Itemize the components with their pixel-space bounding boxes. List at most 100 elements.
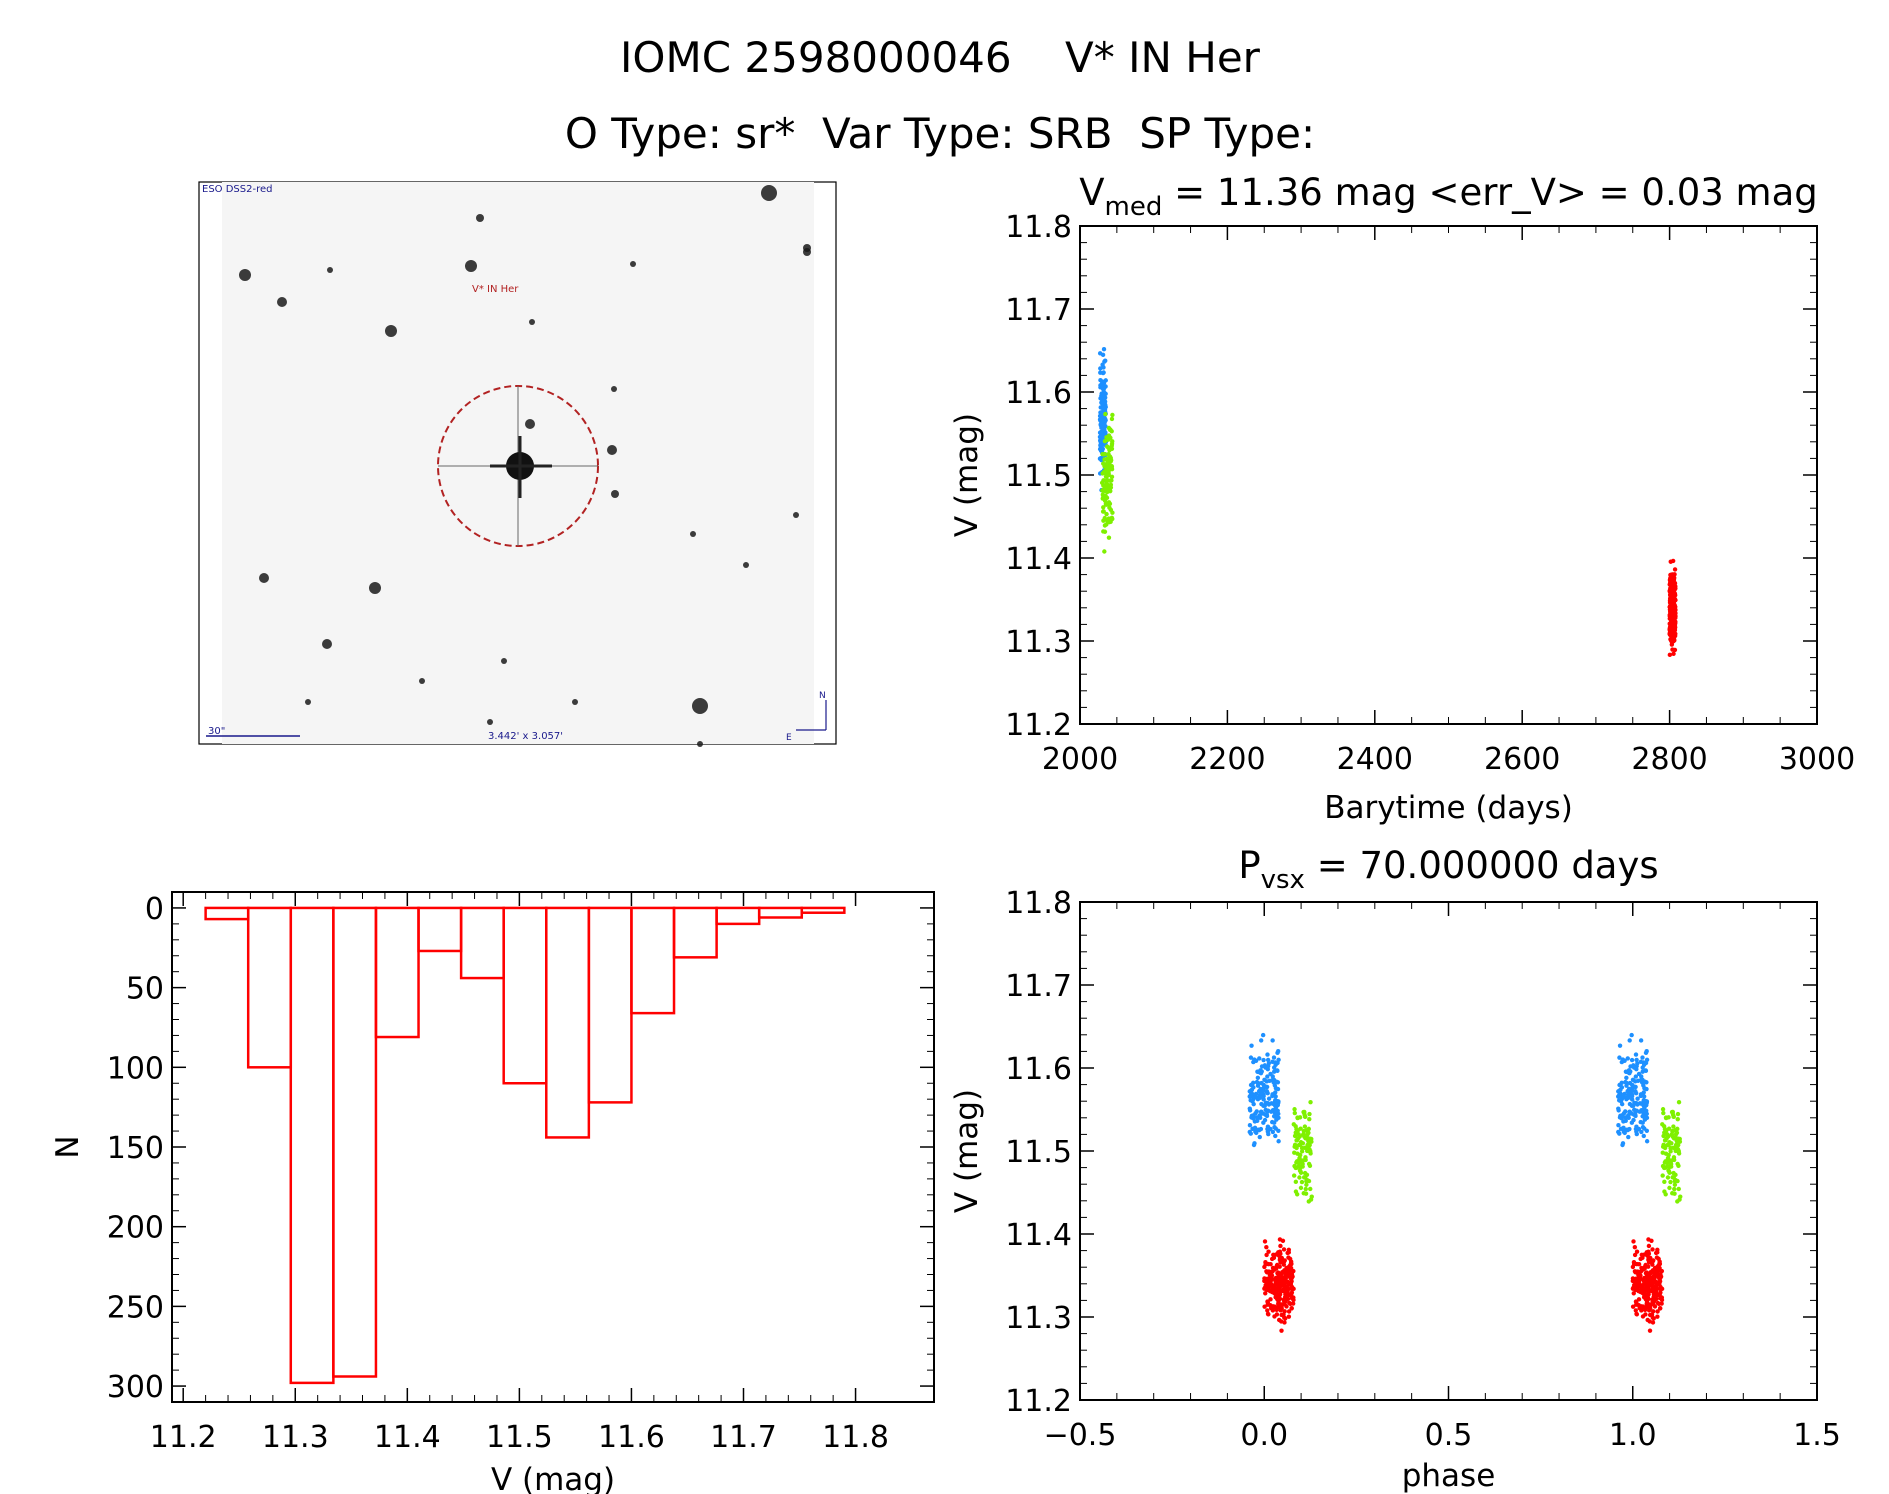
data-point [1657,1276,1662,1282]
data-point [1286,1314,1292,1319]
data-point [1098,370,1103,375]
data-point [1248,1131,1253,1136]
data-point [1659,1286,1665,1292]
data-point [1261,1093,1266,1099]
phase-curve-x-label: phase [1402,1458,1496,1494]
data-point [1106,455,1112,460]
data-point [1103,411,1108,417]
data-point [1109,416,1115,422]
data-point [1273,1094,1278,1099]
data-point [1637,1282,1642,1287]
data-point [1642,1266,1647,1271]
series-green [1099,411,1115,554]
data-point [1276,1049,1281,1054]
x-tick-label: 11.4 [374,1420,441,1455]
data-point [1256,1127,1261,1132]
data-point [1621,1094,1626,1100]
data-point [1286,1309,1292,1314]
data-point [1288,1265,1294,1271]
phase-curve-panel: −0.5 0.0 0.5 1.0 1.5 11.2 11.3 11.4 11.5 11.6 11.7… [949,844,1841,1494]
data-point [1275,1102,1281,1108]
data-point [1292,1142,1298,1148]
data-point [1281,1247,1287,1252]
data-point [1631,1239,1636,1244]
data-point [1101,365,1106,370]
data-point [1307,1116,1312,1122]
data-point [1638,1038,1644,1043]
data-point [1102,523,1108,528]
data-point [1272,1083,1278,1088]
data-point [1634,1261,1640,1267]
histogram-panel: 11.2 11.3 11.4 11.5 11.6 11.7 11.8 0 50 100 150 200… [50,891,935,1494]
data-point [1306,1199,1311,1204]
data-point [1292,1150,1297,1155]
data-point [1282,1283,1287,1288]
data-point [1270,1119,1275,1125]
histogram-x-label: V (mag) [491,1462,615,1494]
data-point [1293,1189,1299,1194]
data-point [1264,1084,1270,1090]
histogram-bar [757,906,804,919]
data-point [1635,1061,1640,1066]
data-point [1271,1255,1277,1261]
data-point [1666,1115,1671,1120]
data-point [1297,1156,1302,1161]
data-point [1662,1189,1667,1194]
data-point [1108,459,1113,464]
data-point [1303,1186,1308,1192]
histogram-bar [545,906,591,1139]
data-point [1647,1276,1653,1282]
data-point [1248,1055,1254,1060]
data-point [1667,625,1673,631]
data-point [1248,1098,1253,1103]
data-point [1102,390,1107,396]
y-tick-label: 11.6 [1005,376,1072,411]
data-point [1616,1108,1621,1113]
y-tick-label: 300 [107,1370,164,1405]
data-point [1102,464,1107,469]
data-point [1635,1096,1640,1101]
data-point [1103,358,1108,363]
data-point [1646,1251,1652,1256]
data-point [1259,1101,1264,1107]
data-point [1301,1128,1307,1134]
data-point [1675,1147,1681,1152]
data-point [1634,1249,1640,1254]
data-point [1270,1077,1275,1083]
data-point [1282,1315,1287,1320]
data-point [1264,1244,1269,1250]
data-point [1100,401,1105,406]
data-point [1297,1152,1303,1158]
data-point [1101,518,1106,523]
light-curve-panel: 2000 2200 2400 2600 2800 3000 11.2 11.3 11.4 11.5… [949,171,1855,826]
data-point [1277,1296,1283,1302]
data-point [1299,1149,1305,1154]
data-point [1101,407,1106,412]
histogram-bar [800,906,846,914]
star [743,562,749,568]
data-point [1646,1296,1651,1302]
data-point [1104,511,1109,517]
star [630,261,636,267]
data-point [1629,1120,1635,1125]
data-point [1631,1291,1636,1296]
series-red [1667,558,1678,658]
data-point [1278,1302,1284,1307]
data-point [1661,1142,1666,1148]
x-tick-label: 2400 [1337,742,1413,777]
data-point [1276,1287,1281,1293]
data-point [1644,1057,1650,1062]
data-point [1268,1297,1273,1302]
series-blue [1247,1032,1650,1148]
target-label: V* IN Her [472,284,519,295]
data-point [1642,1126,1647,1131]
data-point [1662,1179,1667,1185]
data-point [1268,1071,1273,1077]
data-point [1644,1287,1649,1293]
star [419,678,425,684]
data-point [1631,1112,1637,1117]
data-point [1296,1159,1302,1165]
data-point [1668,1149,1673,1154]
data-point [1299,1179,1305,1185]
data-point [1292,1110,1298,1116]
